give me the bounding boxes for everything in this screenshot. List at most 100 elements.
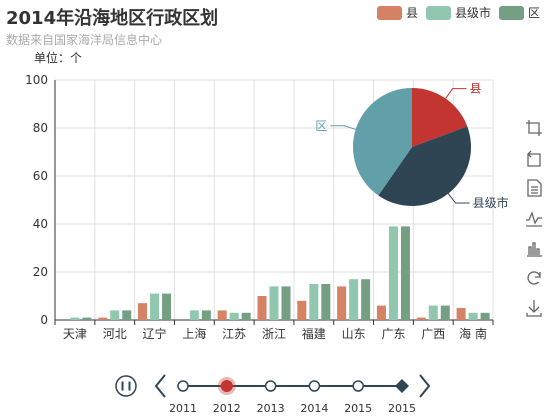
legend-swatch (498, 5, 524, 20)
x-tick-label: 福建 (302, 326, 326, 341)
bar (480, 312, 490, 320)
x-tick-label: 浙江 (262, 327, 286, 341)
timeline-label: 2012 (213, 402, 241, 415)
timeline-node[interactable] (352, 380, 364, 392)
bar (257, 296, 267, 320)
save-image-icon[interactable] (524, 298, 544, 318)
bars (70, 226, 490, 320)
legend-label: 县级市 (454, 6, 491, 20)
bar (416, 317, 426, 320)
timeline-node[interactable] (264, 380, 277, 392)
bar (281, 286, 291, 320)
timeline-label: 2013 (257, 402, 285, 415)
bar (440, 305, 450, 320)
bar (321, 284, 331, 320)
bar (98, 317, 108, 320)
legend-item-county-city[interactable]: 县级市 (425, 4, 491, 21)
bar (138, 303, 148, 320)
pie-slice (378, 126, 471, 206)
bar (150, 293, 160, 320)
pie-label: 县 (469, 82, 481, 96)
y-axis-labels: 0 20 40 60 80 100 (25, 73, 48, 327)
y-tick-label: 20 (33, 265, 48, 279)
line-chart-icon[interactable] (524, 208, 544, 228)
y-axis-label: 单位：个 (34, 50, 82, 65)
pause-icon (121, 381, 131, 391)
chart-title: 2014年沿海地区行政区划 (6, 8, 219, 29)
bar (361, 279, 371, 320)
bar (468, 312, 478, 320)
bar (241, 312, 251, 320)
bar (376, 305, 386, 320)
pie-label-line (445, 88, 467, 99)
x-tick-label: 广西 (421, 327, 445, 341)
x-tick-label: 河北 (103, 327, 127, 341)
timeline-current-node[interactable] (220, 380, 233, 392)
play-pause-button[interactable] (115, 375, 137, 397)
pie-label: 区 (315, 119, 327, 133)
x-tick-label: 广东 (381, 327, 405, 341)
bar (201, 310, 211, 320)
legend-label: 区 (527, 6, 540, 20)
prev-button[interactable] (154, 374, 166, 398)
legend-item-district[interactable]: 区 (498, 4, 540, 21)
bar (110, 310, 120, 320)
timeline-node[interactable] (308, 380, 321, 392)
y-tick-label: 80 (33, 121, 48, 135)
zoom-area-icon[interactable] (524, 118, 544, 138)
next-button[interactable] (419, 374, 431, 398)
x-tick-label: 山东 (342, 327, 366, 341)
bar (388, 226, 398, 320)
legend-item-county[interactable]: 县 (376, 4, 418, 21)
pie-slice (412, 88, 468, 147)
chart-subtitle: 数据来自国家海洋局信息中心 (6, 33, 163, 47)
y-tick-label: 40 (33, 217, 48, 231)
pie-slice (353, 88, 412, 196)
bar (309, 284, 319, 320)
legend-label: 县 (405, 6, 418, 20)
bar (70, 317, 80, 320)
x-tick-label: 天津 (63, 327, 87, 341)
x-tick-label: 上海 (182, 326, 206, 341)
legend: 县 县级市 区 (376, 4, 540, 21)
pie-label-line (447, 193, 470, 204)
y-tick-label: 0 (40, 313, 48, 327)
legend-swatch (425, 5, 451, 20)
restore-icon[interactable] (524, 268, 544, 288)
timeline-label: 2015 (388, 402, 416, 415)
timeline: 2011 2012 2013 2014 2015 2015 (115, 374, 431, 415)
pie-label-line (330, 125, 356, 130)
timeline-node[interactable] (177, 380, 189, 392)
bar (297, 300, 307, 320)
x-tick-label: 辽宁 (143, 326, 167, 341)
x-axis-labels: 天津 河北 辽宁 上海 江苏 浙江 福建 山东 广东 广西海 南 (63, 326, 487, 341)
bar (229, 312, 239, 320)
bar (337, 286, 347, 320)
bar (428, 305, 438, 320)
legend-swatch (376, 5, 402, 20)
bar (82, 317, 92, 320)
y-tick-label: 100 (25, 73, 48, 87)
x-tick-label: 江苏 (222, 327, 246, 341)
timeline-label: 2011 (169, 402, 197, 415)
bar (122, 310, 132, 320)
bar (217, 310, 227, 320)
data-view-icon[interactable] (524, 178, 544, 198)
bar (456, 308, 466, 320)
timeline-node[interactable] (395, 379, 409, 393)
bar (189, 310, 199, 320)
bar (162, 293, 172, 320)
timeline-label: 2015 (344, 402, 372, 415)
bar (349, 279, 359, 320)
pie-label: 县级市 (473, 195, 509, 210)
bar (400, 226, 410, 320)
toolbox (524, 118, 544, 318)
bar (269, 286, 279, 320)
timeline-label: 2014 (300, 402, 328, 415)
zoom-reset-icon[interactable] (524, 148, 544, 168)
y-tick-label: 60 (33, 169, 48, 183)
x-tick-label: 海 南 (459, 326, 487, 341)
bar-chart-icon[interactable] (524, 238, 544, 258)
